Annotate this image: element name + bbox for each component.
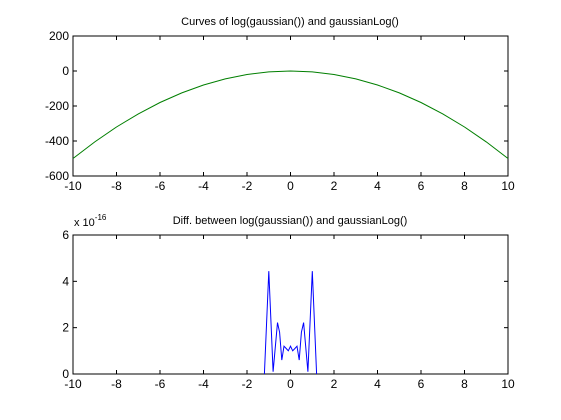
top-x-tick-label: 0 bbox=[287, 179, 294, 193]
top-x-tick-label: -2 bbox=[242, 179, 253, 193]
bottom-x-tick-label: -2 bbox=[242, 377, 253, 391]
top-chart: Curves of log(gaussian()) and gaussianLo… bbox=[45, 16, 515, 193]
bottom-x-tick-label: -4 bbox=[198, 377, 209, 391]
bottom-chart-title: Diff. between log(gaussian()) and gaussi… bbox=[173, 215, 408, 227]
bottom-x-tick-label: 4 bbox=[374, 377, 381, 391]
top-x-tick-label: -4 bbox=[198, 179, 209, 193]
top-chart-title: Curves of log(gaussian()) and gaussianLo… bbox=[181, 16, 399, 28]
bottom-x-tick-label: 6 bbox=[418, 377, 425, 391]
bottom-y-tick-label: 6 bbox=[62, 228, 69, 242]
scale-exponent: -16 bbox=[95, 213, 107, 222]
top-plot-area bbox=[73, 36, 508, 176]
bottom-x-tick-label: 2 bbox=[331, 377, 338, 391]
top-y-tick-label: -200 bbox=[45, 99, 69, 113]
bottom-y-tick-label: 0 bbox=[62, 367, 69, 381]
top-y-tick-label: 200 bbox=[49, 29, 69, 43]
bottom-y-tick-label: 2 bbox=[62, 321, 69, 335]
top-y-tick-label: -600 bbox=[45, 169, 69, 183]
bottom-x-tick-label: -6 bbox=[155, 377, 166, 391]
scale-base: x 10 bbox=[74, 217, 95, 229]
bottom-y-tick-label: 4 bbox=[62, 274, 69, 288]
bottom-x-tick-label: 10 bbox=[501, 377, 515, 391]
top-y-tick-label: -400 bbox=[45, 134, 69, 148]
top-x-tick-label: -8 bbox=[111, 179, 122, 193]
top-x-tick-label: 10 bbox=[501, 179, 515, 193]
top-x-tick-label: 4 bbox=[374, 179, 381, 193]
top-x-tick-label: -6 bbox=[155, 179, 166, 193]
bottom-y-scale-label: x 10-16 bbox=[74, 213, 107, 229]
bottom-x-tick-label: 8 bbox=[461, 377, 468, 391]
top-y-tick-label: 0 bbox=[62, 64, 69, 78]
bottom-plot-area bbox=[73, 235, 508, 374]
top-x-tick-label: 2 bbox=[331, 179, 338, 193]
bottom-chart: Diff. between log(gaussian()) and gaussi… bbox=[62, 213, 515, 391]
top-x-tick-label: 6 bbox=[418, 179, 425, 193]
bottom-x-tick-label: -8 bbox=[111, 377, 122, 391]
bottom-x-tick-label: 0 bbox=[287, 377, 294, 391]
top-x-tick-label: 8 bbox=[461, 179, 468, 193]
